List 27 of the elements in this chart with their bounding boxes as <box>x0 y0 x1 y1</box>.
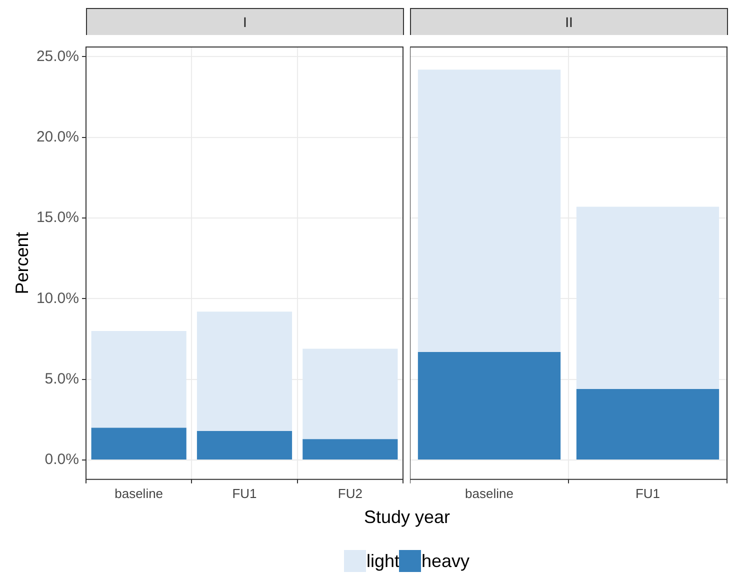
y-tick-label: 15.0% <box>36 209 79 226</box>
x-axis-title: Study year <box>362 507 452 528</box>
legend-label: light <box>366 550 400 572</box>
x-tick-label: baseline <box>114 486 164 501</box>
bar <box>418 352 561 460</box>
y-tick-label: 5.0% <box>44 370 79 388</box>
y-tick-label: 0.0% <box>44 451 79 468</box>
x-tick-label: baseline <box>465 486 514 501</box>
bar <box>91 330 186 428</box>
bar <box>576 389 720 460</box>
bar <box>91 428 186 460</box>
x-tick-label: FU2 <box>338 486 362 501</box>
y-tick-label: 20.0% <box>36 128 79 146</box>
bar <box>302 348 398 440</box>
legend-label: heavy <box>421 550 470 572</box>
chart-title: II <box>410 8 728 35</box>
bar <box>196 312 292 431</box>
y-tick-label: 10.0% <box>36 290 79 307</box>
bar <box>302 439 398 460</box>
bar <box>196 430 292 460</box>
bar <box>418 70 561 352</box>
bar <box>576 206 720 390</box>
y-tick-label: 25.0% <box>36 48 79 65</box>
y-axis-title: Percent <box>12 232 32 294</box>
x-tick-label: FU1 <box>232 486 257 501</box>
chart-title: I <box>86 8 404 35</box>
x-tick-label: FU1 <box>635 486 660 501</box>
